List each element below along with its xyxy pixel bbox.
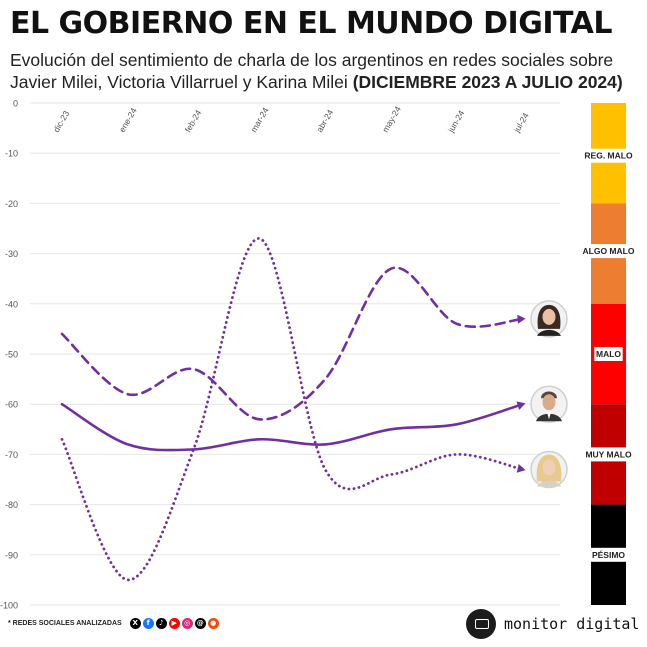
facebook-icon: f	[142, 618, 154, 629]
scale-label-box	[580, 148, 637, 163]
page-title: EL GOBIERNO EN EL MUNDO DIGITAL	[10, 6, 612, 41]
series-avatars	[530, 300, 568, 489]
x-tick-label: ene-24	[117, 106, 139, 134]
scale-label-box	[588, 547, 629, 562]
y-tick-label: 0	[13, 99, 18, 109]
sentiment-line-chart: 0 -10 -20 -30 -40 -50 -60 -70 -80 -90 -100 dic-23 e…	[0, 99, 637, 611]
scale-label-box	[583, 447, 634, 462]
woman-blonde-icon	[530, 450, 568, 489]
series-arrow	[517, 314, 526, 324]
instagram-icon: ◎	[181, 618, 193, 629]
y-tick-label: -90	[5, 550, 18, 560]
y-tick-label: -70	[5, 450, 18, 460]
y-tick-label: -20	[5, 199, 18, 209]
chart-gridlines	[30, 102, 560, 606]
networks-label: * REDES SOCIALES ANALIZADAS	[8, 620, 122, 627]
y-tick-label: -40	[5, 299, 18, 309]
y-tick-label: -60	[5, 400, 18, 410]
scale-label-box	[580, 244, 637, 259]
series-line-dotted	[60, 237, 524, 582]
monitor-logo-icon	[466, 609, 496, 639]
sentiment-scale-bar: REG. MALO ALGO MALO MALO MUY MALO PÉSIMO	[580, 103, 637, 605]
x-tick-label: abr-24	[314, 107, 335, 134]
y-tick-label: -80	[5, 500, 18, 510]
tiktok-icon: ♪	[155, 618, 167, 629]
chart-subtitle: Evolución del sentimiento de charla de l…	[10, 49, 640, 93]
y-tick-label: -50	[5, 350, 18, 360]
scale-label: MALO	[596, 349, 621, 359]
series-line-solid	[60, 402, 524, 452]
brand-name: monitor digital	[504, 615, 640, 633]
x-tick-label: jul-24	[511, 111, 531, 135]
youtube-icon: ▶	[168, 618, 180, 629]
y-tick-label: -100	[0, 601, 18, 611]
y-tick-label: -10	[5, 149, 18, 159]
scale-label: PÉSIMO	[592, 550, 625, 560]
x-tick-label: jun-24	[445, 108, 466, 135]
x-tick-label: mar-24	[248, 105, 270, 134]
man-suit-icon	[530, 385, 568, 423]
x-icon: X	[129, 618, 141, 629]
scale-label: ALGO MALO	[583, 246, 635, 256]
y-axis-ticks: 0 -10 -20 -30 -40 -50 -60 -70 -80 -90 -100	[0, 99, 18, 611]
chart-series	[60, 237, 526, 582]
subtitle-date-range: (DICIEMBRE 2023 A JULIO 2024)	[352, 72, 623, 92]
subtitle-text: Evolución del sentimiento de charla de l…	[10, 50, 614, 92]
series-line-dashed	[60, 266, 524, 421]
threads-icon: @	[194, 618, 206, 629]
woman-dark-hair-icon	[530, 300, 568, 338]
scale-label: REG. MALO	[584, 151, 633, 161]
series-arrow	[516, 463, 526, 473]
x-tick-label: may-24	[380, 104, 403, 134]
scale-label: MUY MALO	[585, 449, 632, 459]
x-axis-ticks: dic-23 ene-24 feb-24 mar-24 abr-24 may-24 jun-…	[51, 104, 531, 135]
series-arrow	[516, 401, 526, 410]
x-tick-label: feb-24	[183, 108, 204, 134]
brand: monitor digital	[466, 609, 639, 639]
scale-label-box	[594, 347, 623, 361]
x-tick-label: dic-23	[51, 109, 71, 134]
reddit-icon: ●	[207, 618, 219, 629]
y-tick-label: -30	[5, 249, 18, 259]
